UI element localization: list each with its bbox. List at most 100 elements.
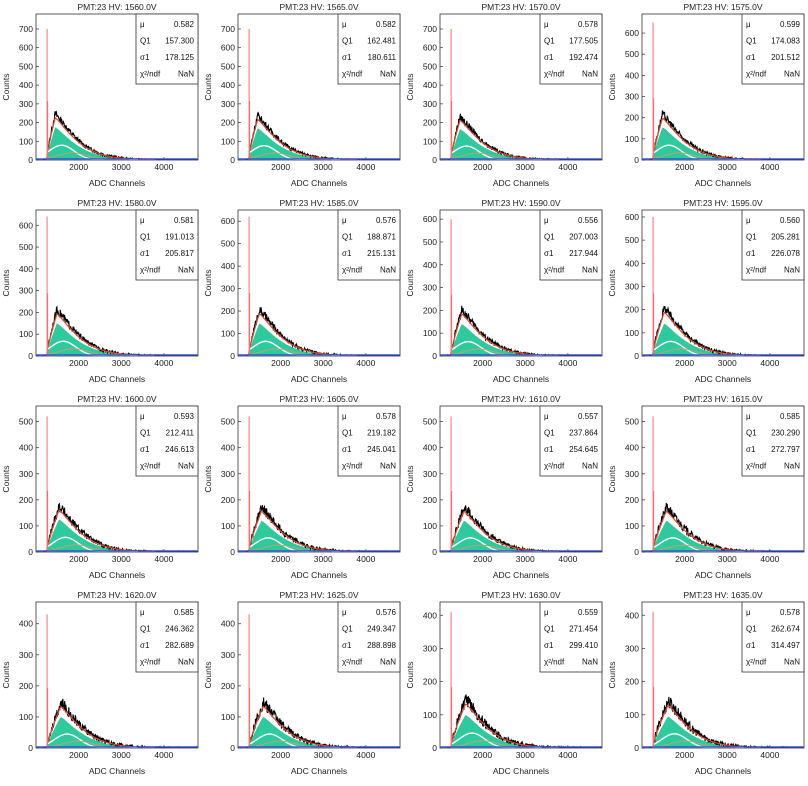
x-tick-label: 4000 [356, 554, 375, 564]
y-tick-label: 100 [625, 328, 639, 338]
stats-value: 0.582 [174, 20, 195, 29]
histogram-panel: PMT:23 HV: 1630.0V 0 100 200 300 400 2000 3000 4… [404, 588, 606, 784]
x-axis-label: ADC Channels [291, 178, 347, 188]
stats-label: Q1 [746, 233, 757, 242]
y-tick-label: 100 [423, 328, 437, 338]
y-tick-label: 0 [28, 155, 33, 165]
x-tick-label: 4000 [558, 554, 577, 564]
y-tick-label: 300 [423, 99, 437, 109]
stats-label: χ²/ndf [140, 462, 161, 471]
chart-title: PMT:23 HV: 1565.0V [279, 2, 358, 12]
stats-value: NaN [784, 266, 800, 275]
chart-title: PMT:23 HV: 1560.0V [77, 2, 156, 12]
y-tick-label: 500 [625, 49, 639, 59]
stats-value: 0.581 [174, 216, 195, 225]
stats-value: 0.578 [376, 412, 397, 421]
stats-label: μ [746, 412, 751, 421]
y-axis-label: Counts [203, 270, 213, 297]
plot-area [36, 216, 198, 356]
y-tick-label: 0 [28, 547, 33, 557]
x-tick-label: 2000 [473, 750, 492, 760]
histogram-chart: PMT:23 HV: 1605.0V 0 100 200 300 400 500 2000 30… [203, 394, 401, 580]
stats-label: χ²/ndf [746, 658, 767, 667]
y-tick-label: 500 [221, 239, 235, 249]
y-tick-label: 700 [221, 24, 235, 34]
signal-area [450, 520, 551, 552]
histogram-panel: PMT:23 HV: 1590.0V 0 100 200 300 400 500 600 200… [404, 196, 606, 392]
y-tick-label: 300 [19, 469, 33, 479]
x-axis-label: ADC Channels [493, 178, 549, 188]
signal-area [248, 323, 349, 356]
y-tick-label: 300 [625, 92, 639, 102]
stats-label: χ²/ndf [342, 462, 363, 471]
histogram-panel: PMT:23 HV: 1635.0V 0 100 200 300 400 2000 3000 4… [606, 588, 808, 784]
histogram-chart: PMT:23 HV: 1580.0V 0 100 200 300 400 500 600 200… [1, 198, 199, 384]
x-tick-label: 3000 [718, 162, 737, 172]
y-tick-label: 600 [625, 28, 639, 38]
y-tick-label: 200 [221, 495, 235, 505]
stats-value: 0.576 [376, 216, 397, 225]
chart-title: PMT:23 HV: 1595.0V [683, 198, 762, 208]
stats-label: χ²/ndf [342, 266, 363, 275]
histogram-panel: PMT:23 HV: 1620.0V 0 100 200 300 400 2000 3000 4… [0, 588, 202, 784]
data-histogram [649, 502, 804, 552]
stats-box [337, 405, 401, 477]
stats-label: Q1 [342, 37, 353, 46]
chart-title: PMT:23 HV: 1610.0V [481, 394, 560, 404]
x-axis-label: ADC Channels [695, 374, 751, 384]
secondary-component [450, 348, 534, 356]
y-tick-label: 100 [625, 134, 639, 144]
stats-value: 201.512 [771, 53, 800, 62]
y-tick-label: 0 [28, 351, 33, 361]
stats-label: Q1 [140, 429, 151, 438]
stats-label: σ1 [544, 53, 554, 62]
y-tick-label: 600 [625, 212, 639, 222]
plot-area [36, 28, 198, 160]
stats-value: 205.817 [165, 249, 194, 258]
stats-value: 0.585 [174, 608, 195, 617]
stats-label: μ [140, 216, 145, 225]
signal-area [46, 323, 147, 356]
stats-box [741, 209, 805, 281]
x-axis-label: ADC Channels [695, 178, 751, 188]
x-axis-label: ADC Channels [291, 766, 347, 776]
y-tick-label: 100 [423, 710, 437, 720]
stats-value: 0.599 [780, 20, 801, 29]
stats-value: 188.871 [367, 233, 396, 242]
stats-value: 0.560 [780, 216, 801, 225]
x-tick-label: 3000 [516, 162, 535, 172]
secondary-component [248, 152, 332, 160]
signal-area [248, 520, 349, 552]
stats-value: 271.454 [569, 625, 598, 634]
stats-value: 246.613 [165, 445, 194, 454]
stats-label: Q1 [342, 233, 353, 242]
y-axis-label: Counts [607, 74, 617, 101]
y-tick-label: 0 [230, 547, 235, 557]
x-tick-label: 2000 [69, 358, 88, 368]
data-histogram [447, 113, 602, 160]
histogram-panel: PMT:23 HV: 1605.0V 0 100 200 300 400 500 2000 30… [202, 392, 404, 588]
y-tick-label: 600 [19, 220, 33, 230]
chart-title: PMT:23 HV: 1635.0V [683, 590, 762, 600]
y-tick-label: 400 [625, 70, 639, 80]
stats-value: 0.578 [578, 20, 599, 29]
stats-label: σ1 [544, 641, 554, 650]
stats-box [337, 209, 401, 281]
stats-label: μ [544, 216, 549, 225]
x-tick-label: 4000 [760, 750, 779, 760]
chart-title: PMT:23 HV: 1615.0V [683, 394, 762, 404]
stats-label: σ1 [140, 445, 150, 454]
y-tick-label: 700 [19, 24, 33, 34]
stats-value: 0.578 [780, 608, 801, 617]
stats-label: Q1 [544, 429, 555, 438]
y-tick-label: 100 [625, 521, 639, 531]
y-tick-label: 400 [221, 619, 235, 629]
y-axis-label: Counts [1, 74, 11, 101]
secondary-component [652, 152, 736, 160]
histogram-chart: PMT:23 HV: 1635.0V 0 100 200 300 400 2000 3000 4… [607, 590, 805, 776]
x-tick-label: 3000 [718, 358, 737, 368]
stats-label: μ [746, 216, 751, 225]
y-tick-label: 400 [19, 264, 33, 274]
stats-value: 0.576 [376, 608, 397, 617]
y-tick-label: 400 [625, 258, 639, 268]
